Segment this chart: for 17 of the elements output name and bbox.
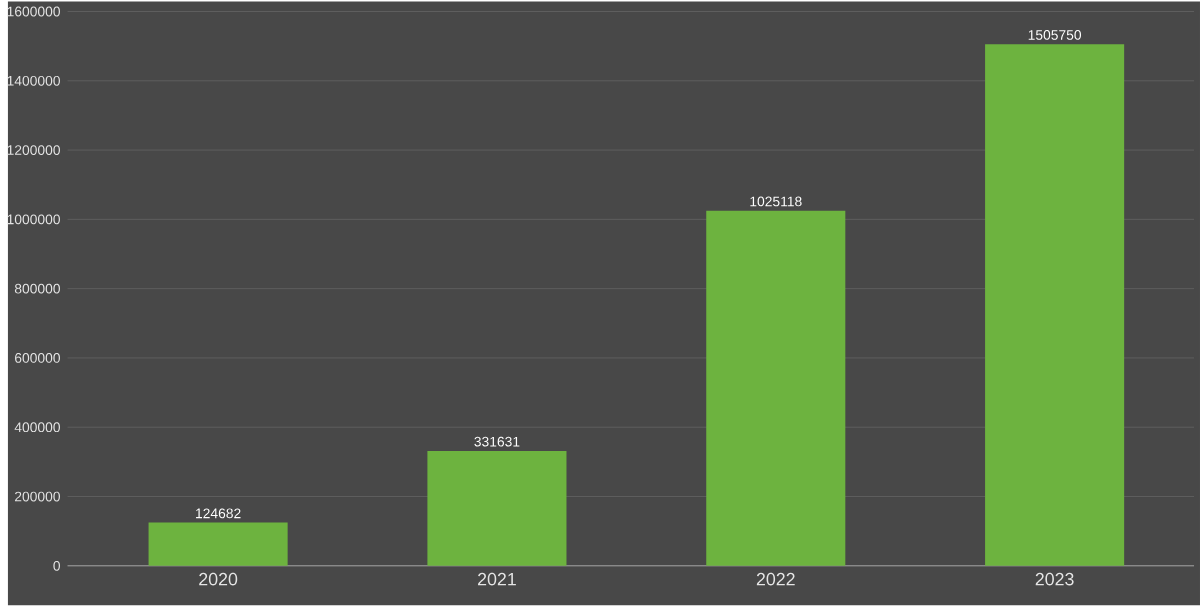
x-tick-label: 2022 bbox=[756, 573, 795, 586]
y-tick-label: 0 bbox=[53, 561, 61, 571]
data-label: 1505750 bbox=[1028, 30, 1082, 40]
bar bbox=[706, 210, 846, 567]
y-tick-label: 800000 bbox=[14, 283, 60, 294]
bar bbox=[985, 44, 1125, 567]
x-tick-label: 2023 bbox=[1035, 573, 1074, 586]
data-label: 124682 bbox=[196, 508, 241, 519]
bar bbox=[148, 522, 288, 567]
x-tick-label: 2020 bbox=[199, 573, 238, 586]
data-label: 1025118 bbox=[750, 196, 802, 207]
x-tick-label: 2021 bbox=[478, 573, 516, 586]
data-label: 331631 bbox=[474, 436, 520, 447]
y-tick-label: 400000 bbox=[14, 422, 60, 433]
y-tick-label: 600000 bbox=[15, 353, 60, 364]
y-tick-label: 200000 bbox=[14, 491, 60, 502]
bar bbox=[427, 451, 567, 567]
